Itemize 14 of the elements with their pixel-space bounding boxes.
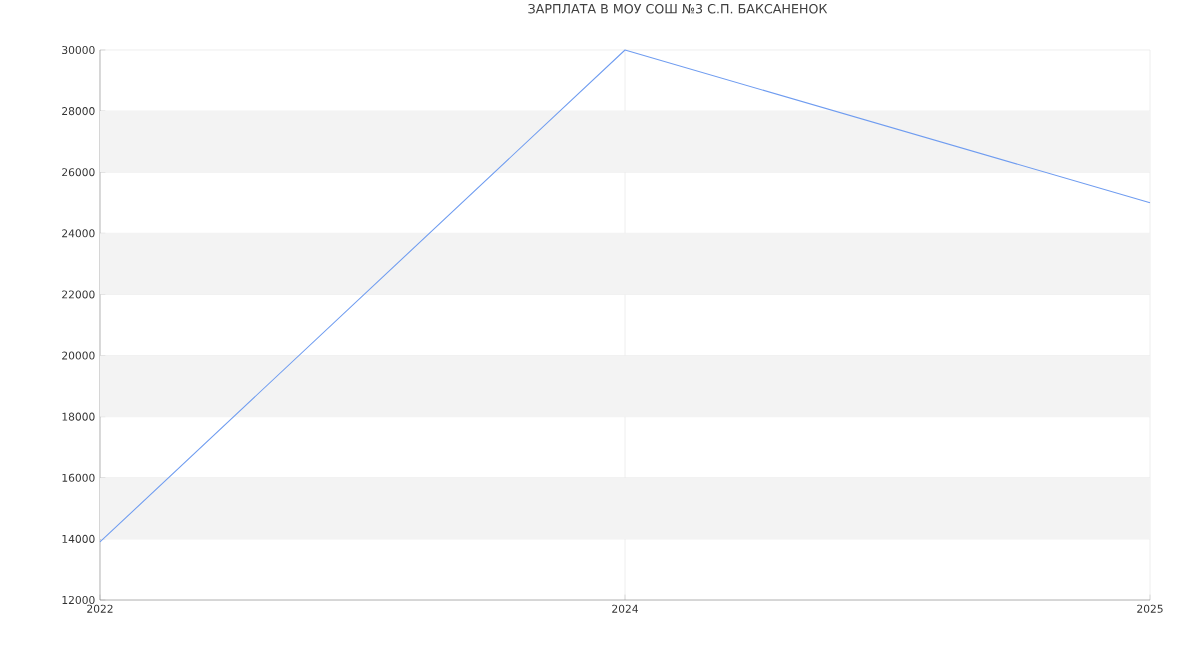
x-tick-label: 2022 xyxy=(87,604,113,613)
chart-title: ЗАРПЛАТА В МОУ СОШ №3 С.П. БАКСАНЕНОК xyxy=(528,3,828,14)
y-tick-label: 28000 xyxy=(62,107,95,116)
x-tick-label: 2024 xyxy=(612,604,638,613)
y-tick-label: 18000 xyxy=(62,412,95,421)
y-tick-label: 12000 xyxy=(62,595,95,605)
x-tick-label: 2025 xyxy=(1137,604,1163,613)
y-tick-label: 16000 xyxy=(62,473,95,482)
y-tick-label: 26000 xyxy=(62,168,95,177)
y-tick-label: 24000 xyxy=(62,229,95,238)
y-tick-label: 22000 xyxy=(62,290,95,299)
y-tick-label: 14000 xyxy=(62,534,95,543)
y-tick-label: 20000 xyxy=(62,351,95,360)
y-tick-label: 30000 xyxy=(62,45,95,55)
